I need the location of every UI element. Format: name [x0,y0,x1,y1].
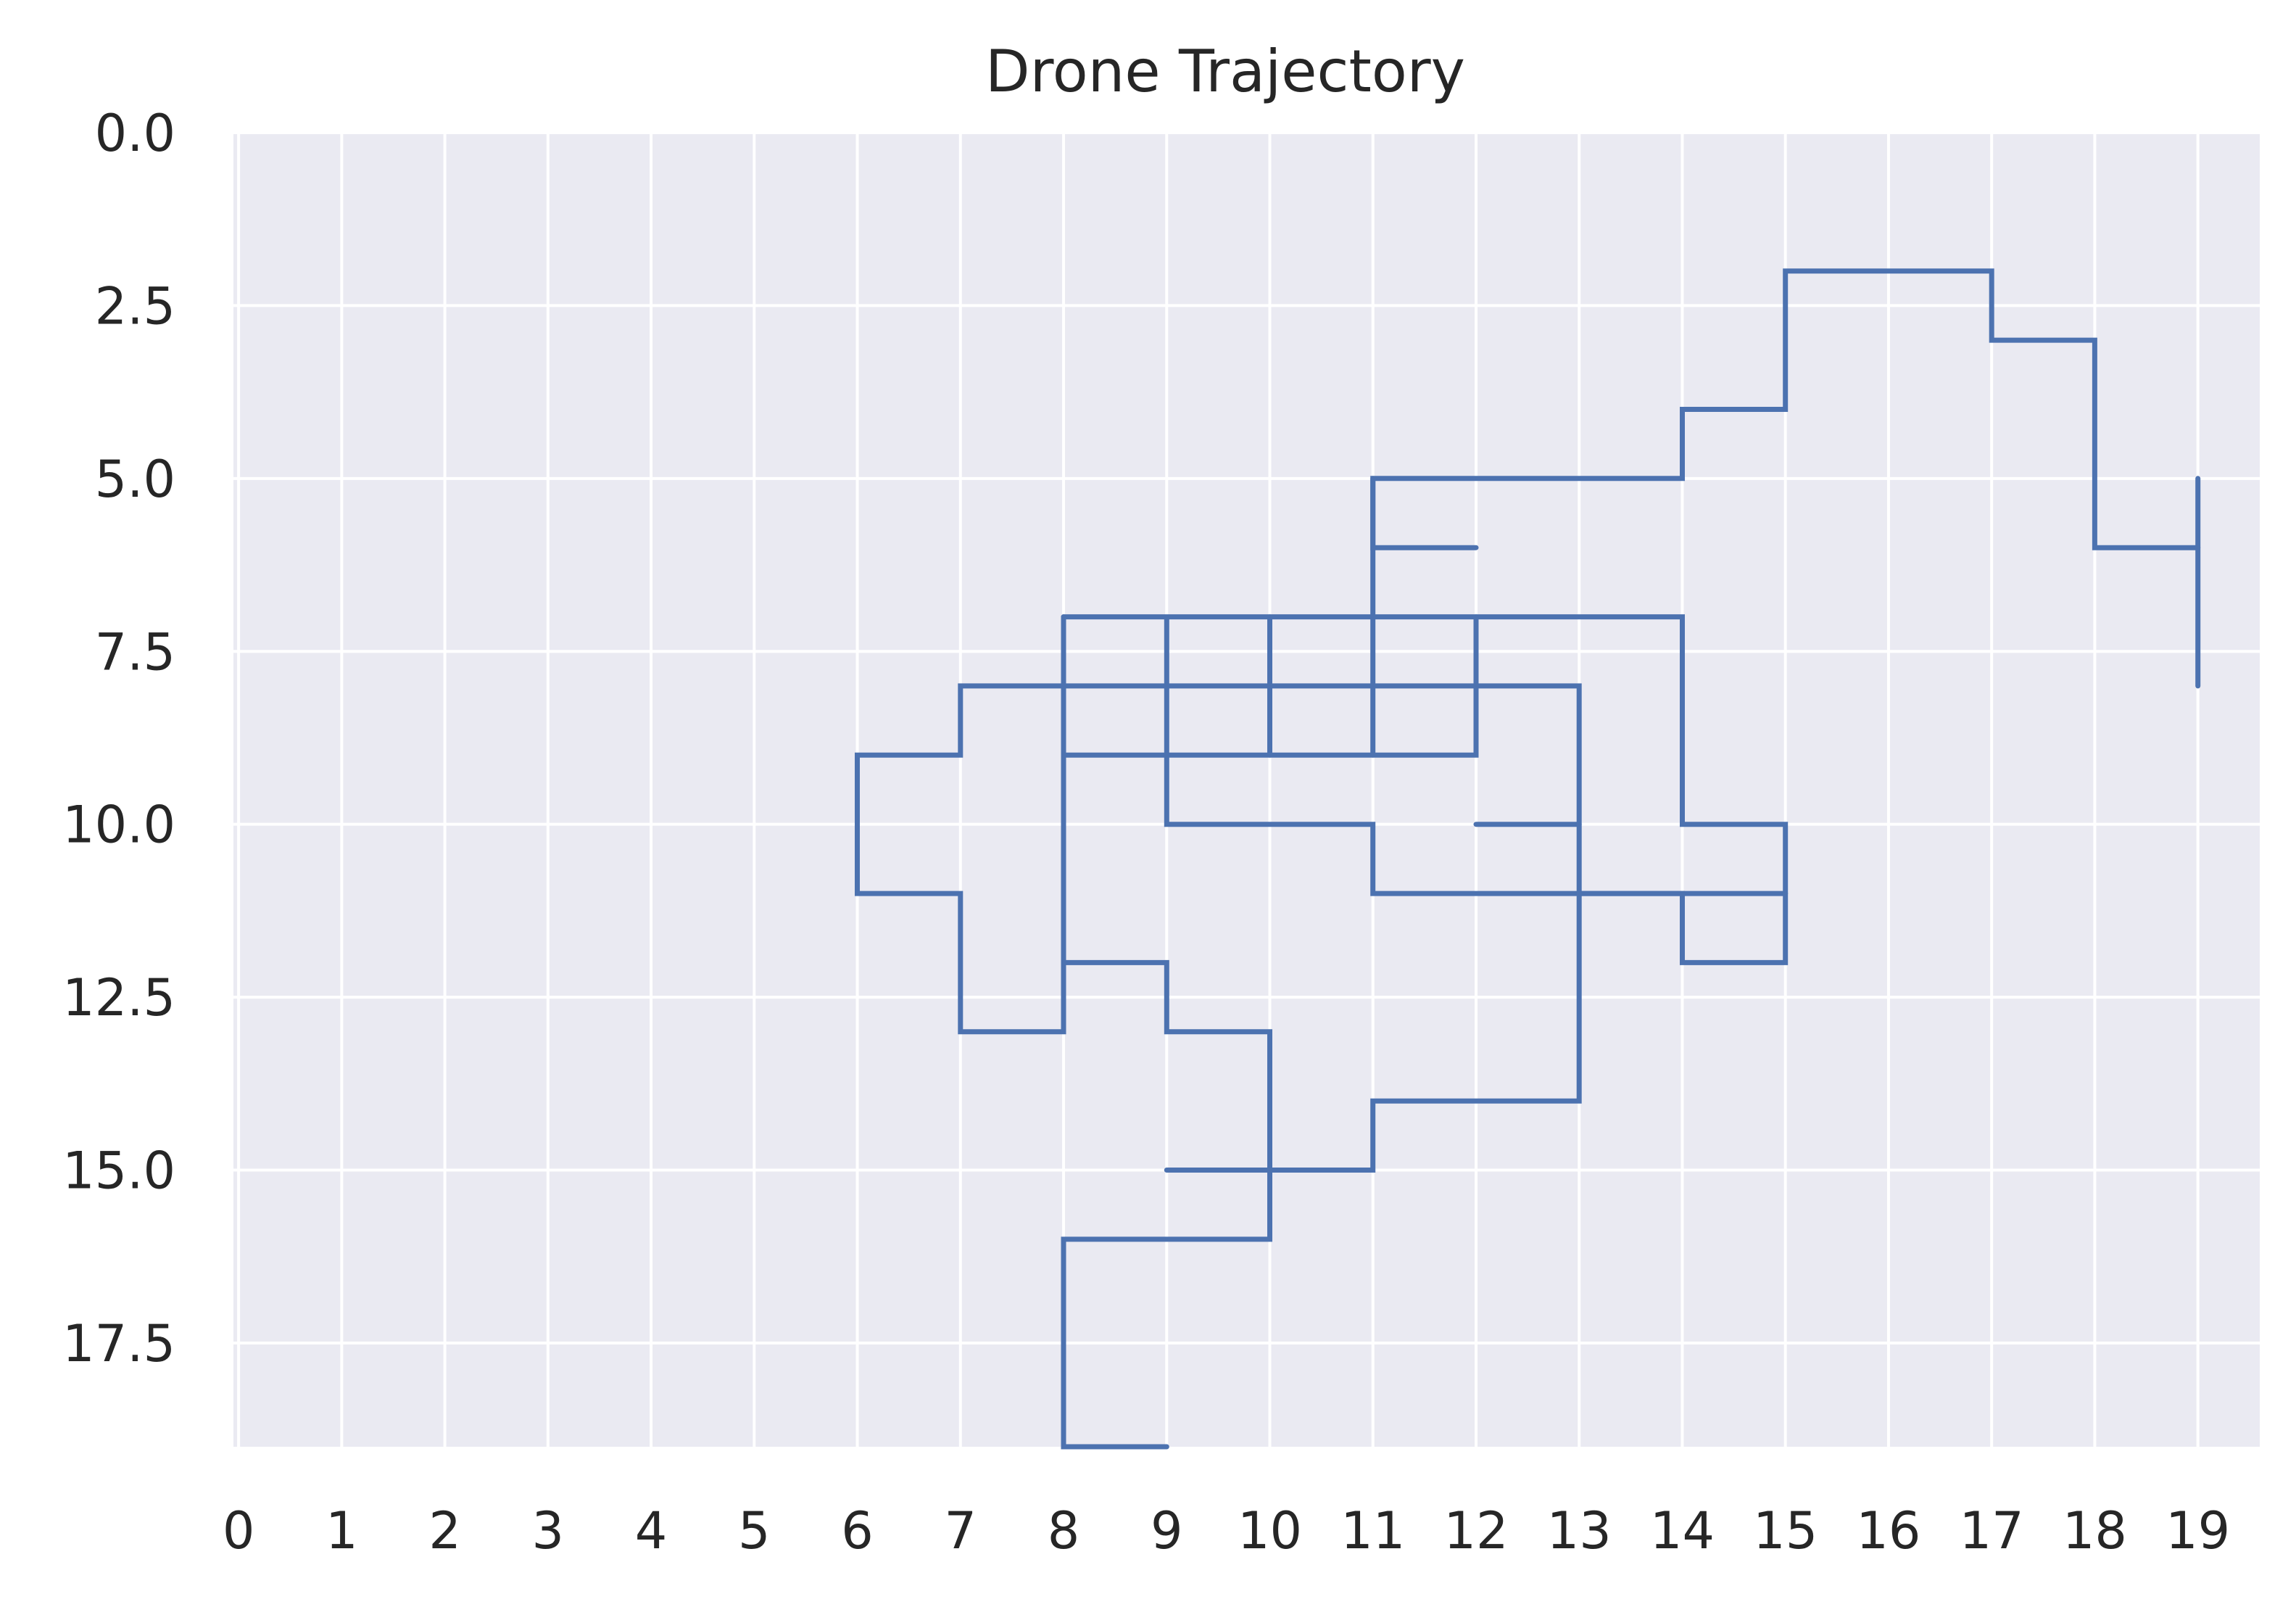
trajectory-series [855,268,2201,1450]
trajectory-segment-6 [855,614,1582,1173]
y-tick-label: 2.5 [95,276,175,336]
x-tick-label: 2 [428,1501,461,1561]
y-tick-label: 5.0 [95,450,175,509]
x-tick-label: 6 [841,1501,874,1561]
chart-title: Drone Trajectory [985,38,1465,105]
x-axis-ticks: 0 1 2 3 4 5 6 7 8 9 10 11 12 13 14 15 16 17 18 19 [223,1501,2230,1561]
plot-background [233,133,2260,1447]
y-tick-label: 17.5 [62,1314,175,1373]
x-tick-label: 18 [2063,1501,2127,1561]
x-tick-label: 14 [1650,1501,1715,1561]
x-tick-label: 15 [1753,1501,1818,1561]
x-tick-label: 4 [635,1501,668,1561]
x-tick-label: 12 [1443,1501,1508,1561]
x-tick-label: 9 [1151,1501,1183,1561]
y-tick-label: 0.0 [95,104,175,163]
x-tick-label: 16 [1856,1501,1920,1561]
x-tick-label: 17 [1960,1501,2024,1561]
x-tick-label: 19 [2166,1501,2230,1561]
trajectory-segment-3 [1061,614,1789,965]
x-tick-label: 13 [1547,1501,1612,1561]
trajectory-segment-9 [1061,959,1272,1450]
y-tick-label: 7.5 [95,622,175,682]
y-tick-label: 15.0 [62,1141,175,1201]
y-tick-label: 10.0 [62,796,175,855]
x-tick-label: 1 [326,1501,358,1561]
x-tick-label: 5 [738,1501,771,1561]
x-tick-label: 7 [945,1501,977,1561]
y-axis-ticks: 0.0 2.5 5.0 7.5 10.0 12.5 15.0 17.5 [62,104,175,1373]
x-tick-label: 8 [1048,1501,1080,1561]
x-tick-label: 3 [532,1501,565,1561]
x-tick-label: 0 [223,1501,255,1561]
y-tick-label: 12.5 [62,968,175,1028]
x-tick-label: 10 [1238,1501,1302,1561]
trajectory-segment-5 [1061,614,1479,758]
x-tick-label: 11 [1340,1501,1405,1561]
